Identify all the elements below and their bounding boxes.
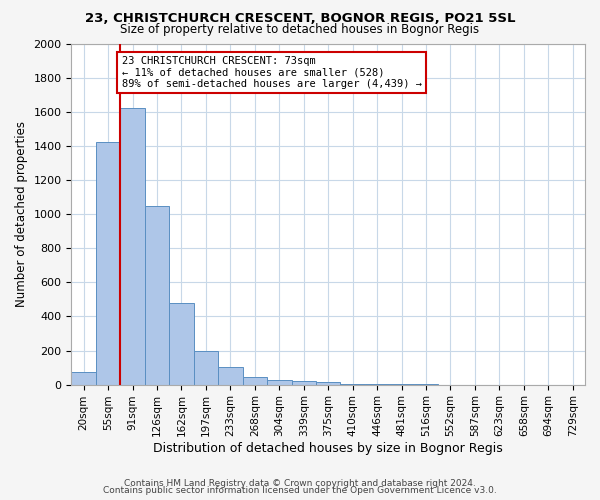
Bar (169, 303, 194, 384)
Bar (145, 206, 169, 384)
Text: Contains HM Land Registry data © Crown copyright and database right 2024.: Contains HM Land Registry data © Crown c… (124, 478, 476, 488)
Bar (267, 380, 292, 384)
Y-axis label: Number of detached properties: Number of detached properties (15, 122, 28, 308)
Text: 23, CHRISTCHURCH CRESCENT, BOGNOR REGIS, PO21 5SL: 23, CHRISTCHURCH CRESCENT, BOGNOR REGIS,… (85, 12, 515, 26)
Text: 23 CHRISTCHURCH CRESCENT: 73sqm
← 11% of detached houses are smaller (528)
89% o: 23 CHRISTCHURCH CRESCENT: 73sqm ← 11% of… (122, 56, 422, 89)
Bar (316, 382, 340, 384)
X-axis label: Distribution of detached houses by size in Bognor Regis: Distribution of detached houses by size … (154, 442, 503, 455)
Bar (242, 377, 267, 384)
Bar (292, 381, 316, 384)
Bar (194, 350, 218, 384)
Bar (218, 366, 242, 384)
Text: Contains public sector information licensed under the Open Government Licence v3: Contains public sector information licen… (103, 486, 497, 495)
Bar (71, 372, 96, 384)
Bar (121, 108, 145, 384)
Bar (96, 142, 121, 384)
Text: Size of property relative to detached houses in Bognor Regis: Size of property relative to detached ho… (121, 22, 479, 36)
